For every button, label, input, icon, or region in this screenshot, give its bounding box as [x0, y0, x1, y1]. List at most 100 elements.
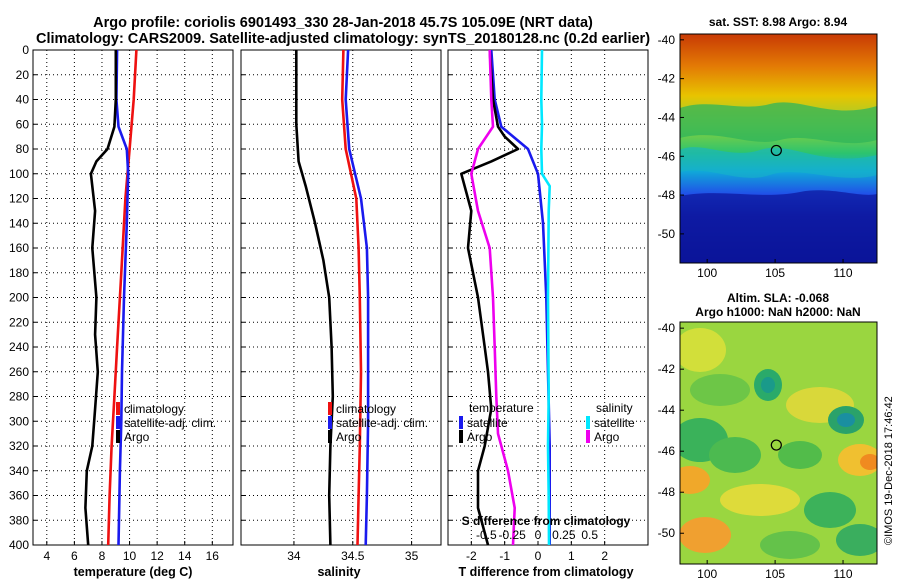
- legend-swatch-climatology: [116, 402, 120, 415]
- sla-map-axes: 100 105 110 -40 -42 -44 -46 -48 -50: [658, 321, 853, 580]
- legend-label-temp-argo: Argo: [467, 430, 493, 444]
- salinity-panel-legend: climatology satellite-adj. clim. Argo: [328, 402, 428, 444]
- map-y-tick-label: -50: [658, 526, 676, 540]
- y-tick-label: 260: [9, 365, 29, 379]
- map-x-tick-label: 100: [697, 567, 717, 580]
- x-axis-label-salinity: salinity: [317, 565, 360, 579]
- argo-position-marker: [770, 144, 782, 157]
- y-tick-label: 280: [9, 390, 29, 404]
- map-y-tick-label: -46: [658, 444, 676, 458]
- series-line-argo: [294, 50, 335, 545]
- map-y-tick-label: -50: [658, 227, 676, 241]
- y-tick-label: 40: [16, 93, 30, 107]
- x-tick-label: 34: [287, 549, 301, 563]
- x-axis-label-temperature: temperature (deg C): [74, 565, 193, 579]
- series-line-satellite-adj-clim-: [344, 50, 370, 545]
- sst-map: sat. SST: 8.98 Argo: 8.94 100 105 110 -40 -4…: [658, 15, 878, 280]
- map-x-tick-label: 100: [697, 266, 717, 280]
- y-tick-label: 360: [9, 489, 29, 503]
- y-tick-label: 120: [9, 192, 29, 206]
- series-line-climatology: [340, 50, 363, 545]
- map-x-tick-label: 105: [765, 266, 785, 280]
- imos-watermark: ©IMOS 19-Dec-2018 17:46:42: [883, 396, 895, 545]
- y-tick-label: 340: [9, 464, 29, 478]
- y-tick-label: 400: [9, 538, 29, 552]
- x-tick-label: -2: [466, 549, 477, 563]
- x-tick-label: -1: [499, 549, 510, 563]
- secondary-tick-label: -0.25: [498, 528, 526, 542]
- map-y-tick-label: -42: [658, 72, 676, 86]
- legend-swatch-sal-satellite: [586, 416, 590, 429]
- map-y-tick-label: -48: [658, 188, 676, 202]
- sla-map-title-line1: Altim. SLA: -0.068: [727, 291, 829, 305]
- y-tick-label: 200: [9, 291, 29, 305]
- map-y-tick-label: -40: [658, 321, 676, 335]
- y-tick-label: 0: [22, 43, 29, 57]
- series-line-temperature-argo: [459, 50, 520, 545]
- legend-label-climatology: climatology: [336, 402, 396, 416]
- legend-label-argo: Argo: [336, 430, 362, 444]
- y-tick-label: 300: [9, 414, 29, 428]
- legend-label-satellite-adj: satellite-adj. clim.: [124, 416, 216, 430]
- panel-series-group: [84, 50, 138, 545]
- figure-title-line2: Climatology: CARS2009. Satellite-adjuste…: [36, 31, 650, 47]
- y-tick-label: 160: [9, 241, 29, 255]
- temperature-panel-legend: climatology satellite-adj. clim. Argo: [116, 402, 216, 444]
- legend-label-sal-argo: Argo: [594, 430, 620, 444]
- map-y-tick-label: -44: [658, 110, 676, 124]
- secondary-axis-label: S difference from climatology: [462, 514, 631, 528]
- legend-swatch-sal-argo: [586, 430, 590, 443]
- legend-label-satellite-adj: satellite-adj. clim.: [336, 416, 428, 430]
- legend-swatch-satellite-adj: [328, 416, 332, 429]
- x-tick-label: 16: [206, 549, 220, 563]
- secondary-tick-label: 0.25: [552, 528, 576, 542]
- difference-panel-legend: temperature satellite Argo salinity sate…: [459, 401, 635, 444]
- x-axis-label-difference: T difference from climatology: [458, 565, 633, 579]
- series-line-satellite-adj-clim-: [115, 50, 130, 545]
- map-y-tick-label: -48: [658, 485, 676, 499]
- x-tick-label: 1: [568, 549, 575, 563]
- legend-swatch-argo: [116, 430, 120, 443]
- x-tick-label: 4: [43, 549, 50, 563]
- y-tick-label: 20: [16, 68, 30, 82]
- sst-cold-water: [680, 190, 877, 263]
- series-line-salinity-satellite: [539, 50, 552, 545]
- secondary-tick-label: 0.5: [581, 528, 598, 542]
- sst-front-band-2: [680, 147, 877, 178]
- panel-series-group: [459, 50, 552, 545]
- y-tick-label: 100: [9, 167, 29, 181]
- map-x-tick-label: 110: [833, 567, 852, 580]
- y-tick-label: 220: [9, 315, 29, 329]
- sla-map-title-line2: Argo h1000: NaN h2000: NaN: [695, 305, 860, 319]
- secondary-tick-label: -0.5: [476, 528, 497, 542]
- legend-swatch-argo: [328, 430, 332, 443]
- y-tick-label: 140: [9, 216, 29, 230]
- legend-label-sal-satellite: satellite: [594, 416, 635, 430]
- x-tick-label: 6: [71, 549, 78, 563]
- map-x-tick-label: 105: [765, 567, 785, 580]
- series-line-salinity-argo: [469, 50, 517, 545]
- legend-label-climatology: climatology: [124, 402, 184, 416]
- sst-front-band: [680, 102, 877, 144]
- sst-map-frame: [679, 33, 878, 264]
- legend-label-argo: Argo: [124, 430, 150, 444]
- sst-map-title: sat. SST: 8.98 Argo: 8.94: [709, 15, 848, 29]
- x-tick-label: 34.5: [341, 549, 365, 563]
- y-tick-label: 60: [16, 117, 30, 131]
- legend-title-salinity: salinity: [596, 401, 633, 415]
- y-tick-label: 80: [16, 142, 30, 156]
- y-tick-label: 380: [9, 513, 29, 527]
- map-y-tick-label: -40: [658, 33, 676, 47]
- sst-map-axes: 100 105 110 -40 -42 -44 -46 -48 -50: [658, 33, 853, 280]
- series-line-climatology: [106, 50, 138, 545]
- map-x-tick-label: 110: [833, 266, 852, 280]
- profile-series: [84, 50, 552, 545]
- y-tick-label: 240: [9, 340, 29, 354]
- secondary-tick-label: 0: [535, 528, 542, 542]
- legend-swatch-temp-argo: [459, 430, 463, 443]
- gridlines: [33, 50, 648, 545]
- argo-position-marker: [770, 439, 782, 451]
- map-y-tick-label: -46: [658, 149, 676, 163]
- legend-swatch-climatology: [328, 402, 332, 415]
